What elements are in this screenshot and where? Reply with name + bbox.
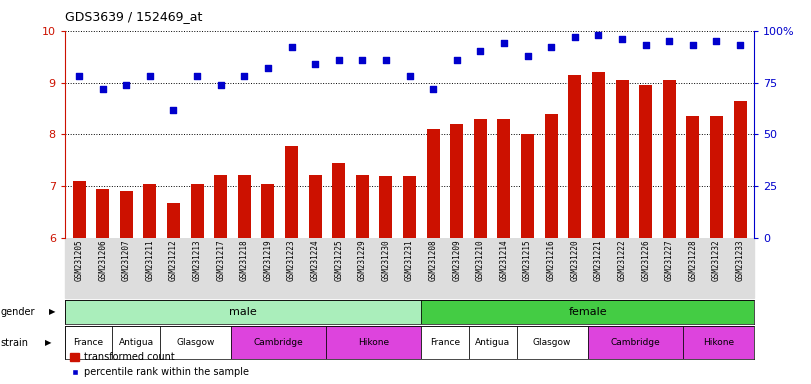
Bar <box>285 146 298 238</box>
Point <box>380 57 393 63</box>
Text: Hikone: Hikone <box>358 338 389 347</box>
Bar <box>214 175 227 238</box>
Bar <box>309 175 322 238</box>
Text: Hikone: Hikone <box>703 338 734 347</box>
Bar <box>167 203 180 238</box>
Point <box>285 44 298 50</box>
Text: GDS3639 / 152469_at: GDS3639 / 152469_at <box>65 10 202 23</box>
Text: Antigua: Antigua <box>118 338 154 347</box>
Point <box>333 57 345 63</box>
Bar <box>683 326 754 359</box>
Bar <box>261 184 274 238</box>
Point <box>356 57 369 63</box>
Point <box>545 44 558 50</box>
Point <box>710 38 723 44</box>
Point <box>120 81 133 88</box>
Bar <box>120 191 133 238</box>
Text: ▶: ▶ <box>49 308 55 316</box>
Bar <box>72 181 85 238</box>
Bar <box>616 80 629 238</box>
Point <box>450 57 463 63</box>
Bar <box>160 326 231 359</box>
Bar <box>333 163 345 238</box>
Bar <box>65 326 113 359</box>
Text: gender: gender <box>1 307 36 317</box>
Bar <box>356 175 369 238</box>
Point <box>97 86 109 92</box>
Text: Cambridge: Cambridge <box>611 338 660 347</box>
Bar <box>710 116 723 238</box>
Point <box>261 65 274 71</box>
Bar <box>569 75 581 238</box>
Point <box>238 73 251 79</box>
Bar <box>517 326 588 359</box>
Bar <box>686 116 699 238</box>
Bar <box>231 326 326 359</box>
Bar <box>422 300 754 324</box>
Point <box>497 40 510 46</box>
Point <box>167 106 180 113</box>
Bar <box>497 119 510 238</box>
Bar <box>238 175 251 238</box>
Text: strain: strain <box>1 338 29 348</box>
Bar <box>427 129 440 238</box>
Point <box>72 73 85 79</box>
Bar <box>469 326 517 359</box>
Text: male: male <box>230 307 257 317</box>
Point <box>521 53 534 59</box>
Bar <box>65 300 422 324</box>
Text: Cambridge: Cambridge <box>254 338 303 347</box>
Bar <box>588 326 683 359</box>
Point <box>427 86 440 92</box>
Bar <box>474 119 487 238</box>
Bar <box>97 189 109 238</box>
Bar <box>450 124 463 238</box>
Point <box>592 32 605 38</box>
Point <box>144 73 157 79</box>
Bar <box>380 176 393 238</box>
Text: Glasgow: Glasgow <box>177 338 215 347</box>
Text: Glasgow: Glasgow <box>533 338 572 347</box>
Legend: transformed count, percentile rank within the sample: transformed count, percentile rank withi… <box>70 353 249 377</box>
Bar <box>734 101 747 238</box>
Bar <box>191 184 204 238</box>
Bar <box>545 114 558 238</box>
Text: female: female <box>569 307 607 317</box>
Text: France: France <box>430 338 461 347</box>
Bar <box>326 326 422 359</box>
Point <box>569 34 581 40</box>
Bar <box>422 326 469 359</box>
Bar <box>521 134 534 238</box>
Point <box>734 42 747 48</box>
Point <box>639 42 652 48</box>
Point <box>214 81 227 88</box>
Point <box>663 38 676 44</box>
Bar <box>403 176 416 238</box>
Point <box>474 48 487 55</box>
Text: Antigua: Antigua <box>475 338 510 347</box>
Text: France: France <box>74 338 104 347</box>
Bar <box>639 85 652 238</box>
Point <box>403 73 416 79</box>
Point <box>616 36 629 42</box>
Point <box>309 61 322 67</box>
Bar <box>113 326 160 359</box>
Text: ▶: ▶ <box>45 338 52 347</box>
Bar <box>663 80 676 238</box>
Point <box>686 42 699 48</box>
Bar <box>144 184 157 238</box>
Bar <box>592 72 605 238</box>
Point <box>191 73 204 79</box>
